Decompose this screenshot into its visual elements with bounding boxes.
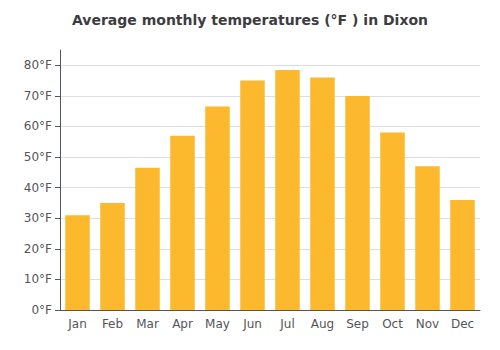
svg-text:Jun: Jun: [242, 317, 262, 331]
svg-text:May: May: [205, 317, 230, 331]
svg-text:10°F: 10°F: [24, 272, 52, 286]
svg-text:Sep: Sep: [346, 317, 369, 331]
svg-text:Mar: Mar: [136, 317, 159, 331]
svg-text:Nov: Nov: [416, 317, 439, 331]
svg-text:0°F: 0°F: [31, 303, 52, 317]
svg-text:70°F: 70°F: [24, 89, 52, 103]
svg-text:60°F: 60°F: [24, 119, 52, 133]
svg-text:30°F: 30°F: [24, 211, 52, 225]
svg-text:Average monthly temperatures (: Average monthly temperatures (°F ) in Di…: [72, 12, 428, 28]
svg-text:Oct: Oct: [382, 317, 403, 331]
svg-text:50°F: 50°F: [24, 150, 52, 164]
svg-text:40°F: 40°F: [24, 181, 52, 195]
svg-text:20°F: 20°F: [24, 242, 52, 256]
svg-text:Feb: Feb: [102, 317, 123, 331]
svg-text:Jul: Jul: [279, 317, 294, 331]
svg-text:Apr: Apr: [172, 317, 193, 331]
svg-text:Jan: Jan: [67, 317, 87, 331]
svg-text:Dec: Dec: [451, 317, 474, 331]
svg-text:Aug: Aug: [311, 317, 334, 331]
svg-text:80°F: 80°F: [24, 58, 52, 72]
